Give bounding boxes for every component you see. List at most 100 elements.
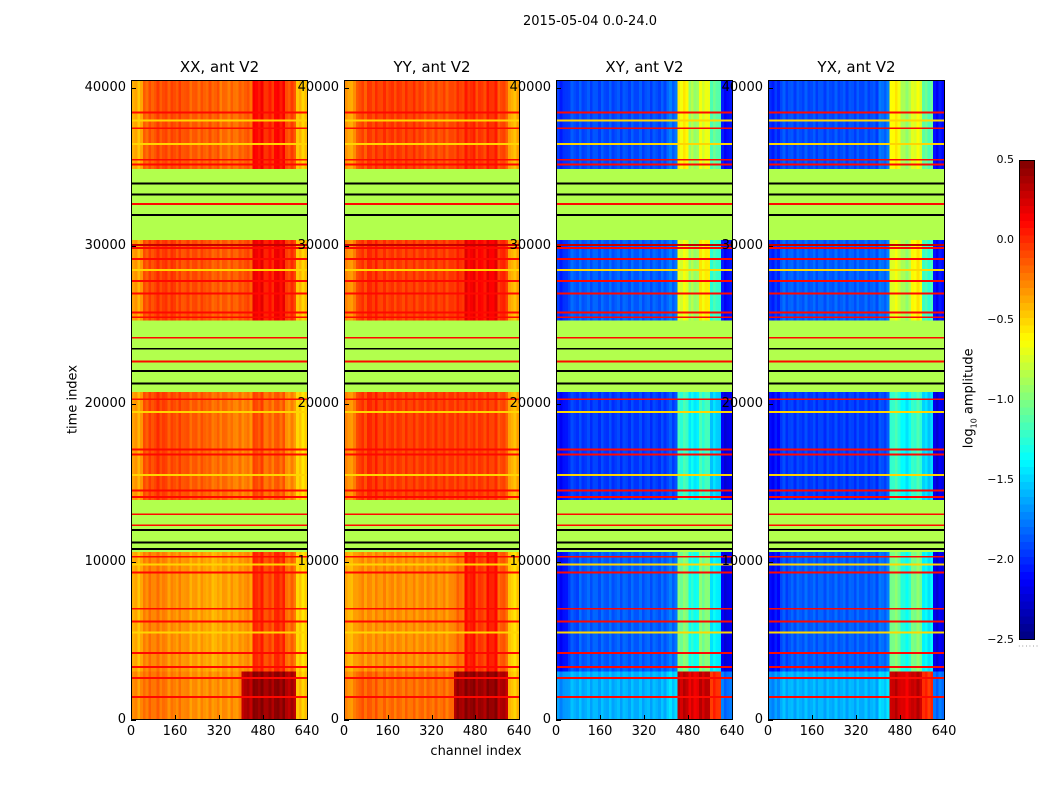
- heatmap-cell: [715, 552, 719, 672]
- heatmap-cell: [211, 392, 215, 501]
- heatmap-row-line: [345, 182, 519, 185]
- heatmap-cell: [900, 552, 904, 672]
- heatmap-row-line: [557, 495, 732, 498]
- heatmap-cell: [437, 81, 441, 170]
- heatmap-cell: [287, 552, 291, 672]
- heatmap-row-line: [132, 631, 307, 634]
- heatmap-cell: [804, 392, 808, 501]
- heatmap-cell: [279, 671, 283, 719]
- heatmap-cell: [211, 671, 215, 719]
- heatmap-cell: [293, 392, 297, 501]
- heatmap-row-line: [557, 651, 732, 654]
- x-tick-label: 640: [719, 724, 745, 739]
- heatmap-row-line: [769, 495, 944, 498]
- heatmap-cell: [788, 392, 792, 501]
- colorbar-step: [1020, 205, 1034, 214]
- heatmap-cell: [908, 671, 912, 719]
- heatmap-cell: [175, 392, 179, 501]
- heatmap-cell: [889, 392, 893, 501]
- heatmap-cell: [235, 552, 239, 672]
- colorbar-step: [1020, 340, 1034, 349]
- heatmap-cell: [913, 552, 917, 672]
- heatmap-cell: [197, 392, 201, 501]
- heatmap-row-line: [345, 651, 519, 654]
- heatmap-cell: [715, 392, 719, 501]
- colorbar-step: [1020, 444, 1034, 453]
- heatmap-cell: [771, 552, 775, 672]
- x-tick-mark: [175, 715, 176, 719]
- heatmap-row-line: [132, 547, 307, 550]
- heatmap-row-line: [769, 193, 944, 196]
- colorbar-tick-label: −2.5: [987, 633, 1014, 646]
- heatmap-cell: [271, 81, 275, 170]
- heatmap-cell: [241, 392, 245, 501]
- heatmap-cell: [499, 81, 503, 170]
- heatmap-cell: [437, 552, 441, 672]
- heatmap-row-line: [345, 119, 519, 122]
- heatmap-row-line: [557, 213, 732, 216]
- heatmap-cell: [707, 552, 711, 672]
- heatmap-row-line: [345, 448, 519, 451]
- heatmap-cell: [660, 392, 664, 501]
- colorbar-under-marker: ······: [1018, 642, 1040, 651]
- heatmap-cell: [183, 81, 187, 170]
- heatmap-cell: [693, 552, 697, 672]
- heatmap-cell: [268, 392, 272, 501]
- heatmap-cell: [421, 81, 424, 170]
- heatmap-cell: [429, 392, 433, 501]
- colorbar-step: [1020, 385, 1034, 393]
- y-tick-label: 0: [542, 712, 551, 727]
- heatmap-cell: [818, 671, 822, 719]
- heatmap-cell: [402, 81, 405, 170]
- heatmap-cell: [919, 392, 923, 501]
- heatmap-cell: [704, 81, 708, 170]
- heatmap-cell: [820, 81, 824, 170]
- heatmap-cell: [361, 552, 365, 672]
- colorbar-step: [1020, 489, 1034, 498]
- heatmap-cell: [151, 552, 155, 672]
- heatmap-cell: [587, 392, 590, 501]
- heatmap-cell: [508, 392, 511, 501]
- heatmap-row-line: [345, 369, 519, 372]
- heatmap-cell: [688, 552, 692, 672]
- heatmap-row-line: [769, 163, 944, 166]
- heatmap-cell: [472, 552, 476, 672]
- heatmap-cell: [186, 552, 190, 672]
- heatmap-cell: [304, 552, 307, 672]
- heatmap-row-line: [769, 410, 944, 413]
- heatmap-cell: [622, 81, 626, 170]
- heatmap-row-line: [345, 143, 519, 145]
- heatmap-cell: [178, 552, 182, 672]
- colorbar-step: [1020, 355, 1034, 364]
- heatmap-cell: [922, 671, 925, 719]
- colorbar-step: [1020, 332, 1034, 341]
- heatmap-cell: [211, 552, 215, 672]
- heatmap-cell: [864, 671, 868, 719]
- heatmap-cell: [576, 552, 580, 672]
- heatmap-cell: [696, 671, 700, 719]
- heatmap-cell: [442, 671, 446, 719]
- heatmap-cell: [421, 552, 424, 672]
- colorbar-step: [1020, 422, 1034, 431]
- heatmap-cell: [842, 671, 846, 719]
- heatmap-cell: [170, 81, 174, 170]
- heatmap-cell: [908, 81, 912, 170]
- heatmap-row-line: [132, 292, 307, 295]
- heatmap-cell: [350, 392, 354, 501]
- heatmap-cell: [666, 671, 670, 719]
- heatmap-cell: [941, 552, 944, 672]
- heatmap-cell: [467, 392, 471, 501]
- heatmap-cell: [224, 671, 228, 719]
- heatmap-row-line: [345, 243, 519, 246]
- heatmap-cell: [559, 671, 563, 719]
- heatmap-cell: [619, 81, 623, 170]
- heatmap-row-line: [132, 360, 307, 363]
- heatmap-cell: [710, 81, 713, 170]
- y-tick-mark: [556, 245, 561, 247]
- colorbar-step: [1020, 609, 1034, 617]
- colorbar-step: [1020, 392, 1034, 401]
- heatmap-row-line: [557, 292, 732, 295]
- y-tick-mark: [344, 561, 349, 563]
- heatmap-row-line: [132, 163, 307, 166]
- heatmap-cell: [581, 81, 585, 170]
